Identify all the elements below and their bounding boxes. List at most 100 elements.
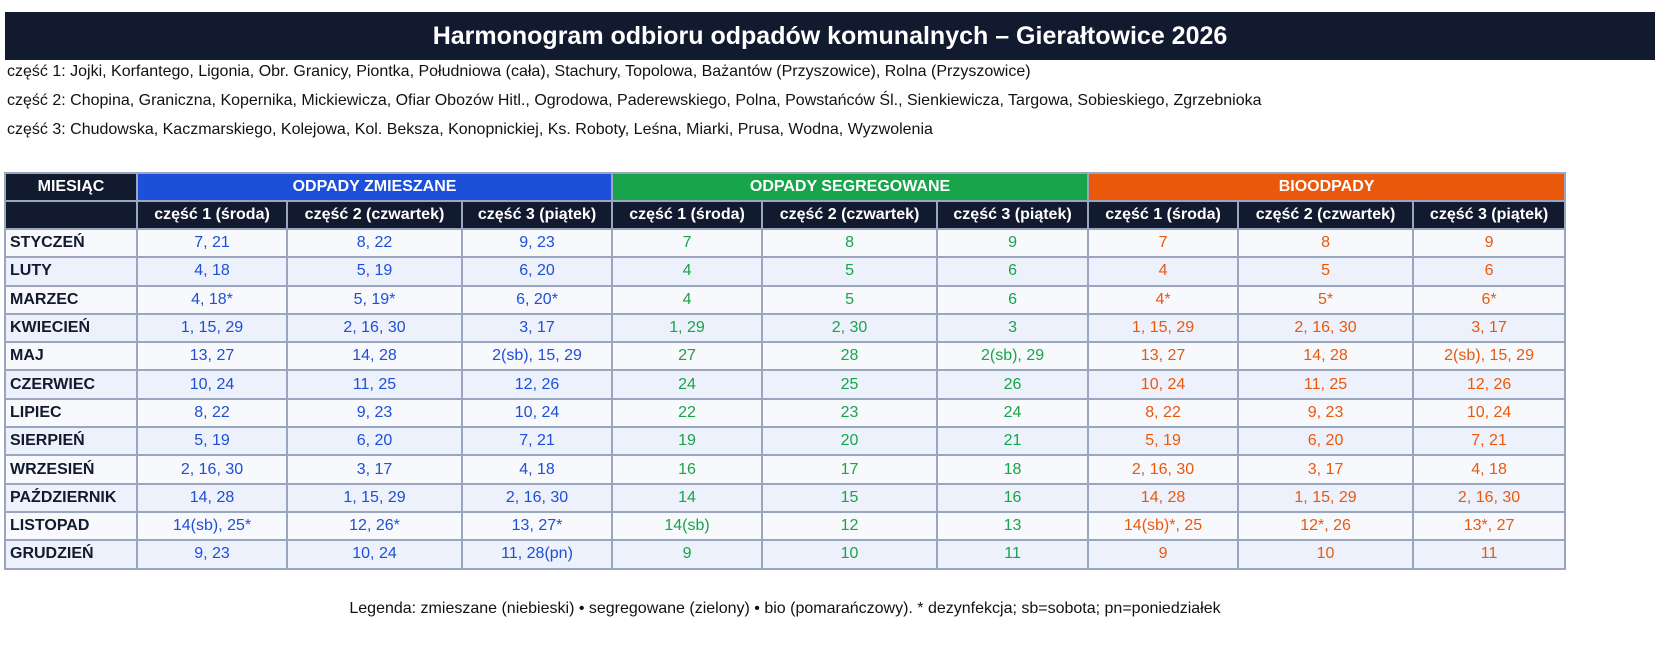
date-cell: 11 [1412, 539, 1567, 570]
date-cell: 14(sb)*, 25 [1087, 510, 1240, 542]
date-cell: 10, 24 [1412, 397, 1567, 429]
table-row: PAŹDZIERNIK 14, 28 1, 15, 29 2, 16, 30 14 15 1… [4, 482, 1567, 513]
date-cell: 9 [611, 539, 764, 570]
date-cell: 14 [611, 482, 764, 513]
date-cell: 6 [936, 284, 1090, 315]
date-cell: 19 [611, 426, 764, 457]
date-cell: 10, 24 [286, 539, 463, 570]
date-cell: 21 [936, 426, 1090, 457]
schedule-table: MIESIĄC ODPADY ZMIESZANE ODPADY SEGREGOW… [4, 172, 1567, 570]
date-cell: 4 [611, 256, 764, 287]
streets-part-1: część 1: Jojki, Korfantego, Ligonia, Obr… [7, 63, 1031, 80]
date-cell: 1, 15, 29 [1237, 482, 1415, 513]
date-cell: 2, 30 [761, 312, 939, 344]
date-cell: 12*, 26 [1237, 510, 1415, 542]
date-cell: 4, 18* [136, 284, 288, 315]
date-cell: 5 [761, 256, 939, 287]
date-cell: 24 [936, 397, 1090, 429]
date-cell: 22 [611, 397, 764, 429]
date-cell: 2, 16, 30 [136, 454, 288, 485]
month-cell: MARZEC [4, 284, 138, 315]
date-cell: 10, 24 [460, 397, 614, 429]
table-row: MAJ 13, 27 14, 28 2(sb), 15, 29 27 28 2(sb), 2… [4, 341, 1567, 372]
date-cell: 13, 27* [460, 510, 614, 542]
date-cell: 27 [611, 341, 764, 372]
subheader-part-1: część 1 (środa) [1087, 200, 1240, 230]
date-cell: 14, 28 [136, 482, 288, 513]
date-cell: 12 [761, 510, 939, 542]
date-cell: 9 [1412, 227, 1567, 259]
table-row: STYCZEŃ 7, 21 8, 22 9, 23 7 8 9 7 8 9 [4, 227, 1567, 259]
month-cell: GRUDZIEŃ [4, 539, 138, 570]
date-cell: 8, 22 [136, 397, 288, 429]
date-cell: 9 [936, 227, 1090, 259]
group-segregated: ODPADY SEGREGOWANE [611, 172, 1090, 202]
date-cell: 6 [936, 256, 1090, 287]
date-cell: 8, 22 [1087, 397, 1240, 429]
date-cell: 12, 26* [286, 510, 463, 542]
date-cell: 15 [761, 482, 939, 513]
date-cell: 26 [936, 369, 1090, 400]
date-cell: 1, 15, 29 [286, 482, 463, 513]
date-cell: 5* [1237, 284, 1415, 315]
group-bio: BIOODPADY [1087, 172, 1567, 202]
date-cell: 3, 17 [460, 312, 614, 344]
date-cell: 6 [1412, 256, 1567, 287]
subheader-part-3: część 3 (piątek) [460, 200, 614, 230]
date-cell: 4 [611, 284, 764, 315]
date-cell: 7 [1087, 227, 1240, 259]
date-cell: 5 [1237, 256, 1415, 287]
date-cell: 6, 20 [1237, 426, 1415, 457]
date-cell: 9, 23 [286, 397, 463, 429]
date-cell: 3, 17 [286, 454, 463, 485]
table-row: LIPIEC 8, 22 9, 23 10, 24 22 23 24 8, 22 9, 23 10… [4, 397, 1567, 429]
date-cell: 4, 18 [136, 256, 288, 287]
date-cell: 14(sb), 25* [136, 510, 288, 542]
date-cell: 6, 20* [460, 284, 614, 315]
table-row: GRUDZIEŃ 9, 23 10, 24 11, 28(pn) 9 10 11 9 10 11 [4, 539, 1567, 570]
date-cell: 9, 23 [136, 539, 288, 570]
date-cell: 8, 22 [286, 227, 463, 259]
date-cell: 13*, 27 [1412, 510, 1567, 542]
date-cell: 3 [936, 312, 1090, 344]
month-cell: LISTOPAD [4, 510, 138, 542]
subheader-part-2: część 2 (czwartek) [761, 200, 939, 230]
date-cell: 11, 25 [1237, 369, 1415, 400]
date-cell: 9, 23 [1237, 397, 1415, 429]
date-cell: 2(sb), 15, 29 [460, 341, 614, 372]
date-cell: 4* [1087, 284, 1240, 315]
date-cell: 14, 28 [286, 341, 463, 372]
date-cell: 6, 20 [286, 426, 463, 457]
date-cell: 13, 27 [136, 341, 288, 372]
month-cell: CZERWIEC [4, 369, 138, 400]
date-cell: 18 [936, 454, 1090, 485]
date-cell: 2, 16, 30 [1237, 312, 1415, 344]
date-cell: 5, 19 [286, 256, 463, 287]
page-title: Harmonogram odbioru odpadów komunalnych … [5, 12, 1655, 60]
month-cell: KWIECIEŃ [4, 312, 138, 344]
date-cell: 10 [1237, 539, 1415, 570]
date-cell: 11, 28(pn) [460, 539, 614, 570]
date-cell: 13, 27 [1087, 341, 1240, 372]
streets-part-2: część 2: Chopina, Graniczna, Kopernika, … [7, 92, 1262, 109]
date-cell: 5 [761, 284, 939, 315]
date-cell: 12, 26 [1412, 369, 1567, 400]
date-cell: 1, 15, 29 [136, 312, 288, 344]
date-cell: 2, 16, 30 [286, 312, 463, 344]
month-cell: LUTY [4, 256, 138, 287]
table-row: SIERPIEŃ 5, 19 6, 20 7, 21 19 20 21 5, 19 6, 20 7… [4, 426, 1567, 457]
month-cell: STYCZEŃ [4, 227, 138, 259]
date-cell: 16 [611, 454, 764, 485]
month-subheader-empty [4, 200, 138, 230]
date-cell: 24 [611, 369, 764, 400]
date-cell: 5, 19 [136, 426, 288, 457]
subheader-part-2: część 2 (czwartek) [286, 200, 463, 230]
date-cell: 11, 25 [286, 369, 463, 400]
date-cell: 2(sb), 29 [936, 341, 1090, 372]
date-cell: 1, 15, 29 [1087, 312, 1240, 344]
date-cell: 23 [761, 397, 939, 429]
date-cell: 3, 17 [1412, 312, 1567, 344]
date-cell: 4, 18 [1412, 454, 1567, 485]
date-cell: 7, 21 [1412, 426, 1567, 457]
date-cell: 1, 29 [611, 312, 764, 344]
